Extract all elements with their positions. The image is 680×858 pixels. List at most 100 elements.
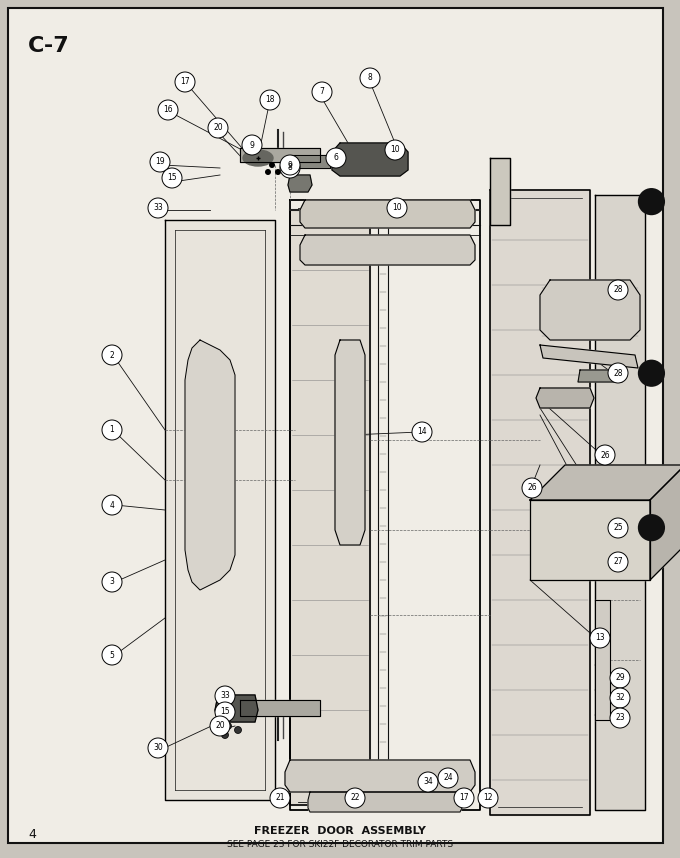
Circle shape: [148, 738, 168, 758]
Text: 28: 28: [613, 368, 623, 378]
Circle shape: [608, 363, 628, 383]
Circle shape: [102, 495, 122, 515]
Text: 8: 8: [288, 164, 292, 172]
Circle shape: [610, 708, 630, 728]
Text: 2: 2: [109, 351, 114, 360]
Polygon shape: [650, 465, 680, 580]
Polygon shape: [578, 370, 622, 382]
Text: 19: 19: [155, 158, 165, 166]
Circle shape: [608, 280, 628, 300]
Polygon shape: [215, 695, 258, 722]
Polygon shape: [165, 220, 275, 800]
Text: 7: 7: [320, 88, 324, 96]
Text: 17: 17: [459, 794, 469, 802]
Text: 15: 15: [167, 173, 177, 183]
Circle shape: [270, 788, 290, 808]
Text: 20: 20: [215, 722, 225, 730]
Text: 25: 25: [613, 523, 623, 533]
Circle shape: [235, 727, 241, 734]
Text: 3: 3: [109, 577, 114, 587]
Circle shape: [608, 552, 628, 572]
Text: 18: 18: [265, 95, 275, 105]
Circle shape: [175, 72, 195, 92]
Circle shape: [610, 668, 630, 688]
Circle shape: [387, 198, 407, 218]
Text: 27: 27: [613, 558, 623, 566]
Circle shape: [412, 422, 432, 442]
Polygon shape: [595, 600, 610, 720]
Circle shape: [102, 645, 122, 665]
Circle shape: [326, 148, 346, 168]
Circle shape: [522, 478, 542, 498]
Circle shape: [102, 572, 122, 592]
Circle shape: [610, 688, 630, 708]
Circle shape: [148, 198, 168, 218]
Circle shape: [385, 140, 405, 160]
Text: 16: 16: [163, 106, 173, 114]
Text: 22: 22: [350, 794, 360, 802]
Circle shape: [208, 118, 228, 138]
Text: 28: 28: [613, 286, 623, 294]
Circle shape: [162, 168, 182, 188]
Circle shape: [224, 722, 231, 729]
Text: 12: 12: [483, 794, 493, 802]
Polygon shape: [290, 155, 330, 168]
Polygon shape: [185, 340, 235, 590]
Text: FREEZER  DOOR  ASSEMBLY: FREEZER DOOR ASSEMBLY: [254, 826, 426, 836]
Text: 17: 17: [180, 77, 190, 87]
Circle shape: [280, 155, 300, 175]
Polygon shape: [285, 760, 475, 792]
Circle shape: [638, 188, 665, 215]
Text: SEE PAGE 23 FOR SKI22F DECORATOR TRIM PARTS: SEE PAGE 23 FOR SKI22F DECORATOR TRIM PA…: [227, 840, 453, 849]
Circle shape: [215, 686, 235, 706]
Polygon shape: [300, 200, 475, 228]
Text: 4: 4: [28, 828, 36, 841]
Circle shape: [215, 702, 235, 722]
Polygon shape: [240, 700, 320, 716]
Text: 10: 10: [390, 146, 400, 154]
Text: 29: 29: [615, 674, 625, 682]
Polygon shape: [490, 158, 510, 225]
Text: 9: 9: [288, 160, 292, 170]
Text: 34: 34: [423, 777, 433, 787]
Polygon shape: [536, 388, 594, 408]
Circle shape: [312, 82, 332, 102]
Circle shape: [242, 135, 262, 155]
Circle shape: [102, 420, 122, 440]
Polygon shape: [540, 280, 640, 340]
Polygon shape: [288, 175, 312, 192]
Ellipse shape: [243, 150, 273, 166]
Circle shape: [345, 788, 365, 808]
Circle shape: [102, 345, 122, 365]
Circle shape: [590, 628, 610, 648]
Circle shape: [360, 68, 380, 88]
Text: 15: 15: [220, 708, 230, 716]
Circle shape: [638, 514, 665, 541]
Polygon shape: [530, 500, 650, 580]
Polygon shape: [335, 340, 365, 545]
Text: 8: 8: [368, 74, 373, 82]
Circle shape: [269, 162, 275, 168]
Circle shape: [478, 788, 498, 808]
Text: C-7: C-7: [28, 36, 70, 56]
Text: 14: 14: [418, 427, 427, 437]
Text: 4: 4: [109, 500, 114, 510]
Polygon shape: [300, 235, 475, 265]
Circle shape: [158, 100, 178, 120]
Polygon shape: [290, 210, 370, 805]
Text: 21: 21: [275, 794, 285, 802]
Circle shape: [638, 360, 665, 387]
Polygon shape: [530, 465, 680, 500]
Text: 6: 6: [334, 154, 339, 162]
Text: 33: 33: [220, 692, 230, 700]
Circle shape: [222, 732, 228, 739]
Circle shape: [260, 90, 280, 110]
Polygon shape: [240, 148, 320, 162]
Circle shape: [418, 772, 438, 792]
Polygon shape: [540, 345, 638, 368]
Text: 32: 32: [615, 693, 625, 703]
Circle shape: [595, 445, 615, 465]
Circle shape: [210, 716, 230, 736]
Text: 5: 5: [109, 650, 114, 660]
Polygon shape: [332, 143, 408, 176]
